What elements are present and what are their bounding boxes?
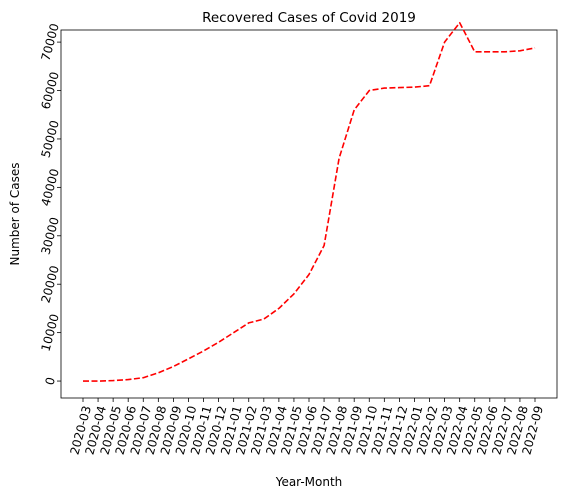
- plot-frame: [60, 29, 558, 399]
- x-axis-label: Year-Month: [275, 475, 343, 489]
- series-line: [83, 21, 536, 382]
- plot-area: 0100002000030000400005000060000700002020…: [38, 21, 558, 456]
- y-axis-label: Number of Cases: [8, 162, 22, 265]
- y-tick-label: 0: [42, 376, 58, 387]
- chart-title: Recovered Cases of Covid 2019: [202, 10, 416, 26]
